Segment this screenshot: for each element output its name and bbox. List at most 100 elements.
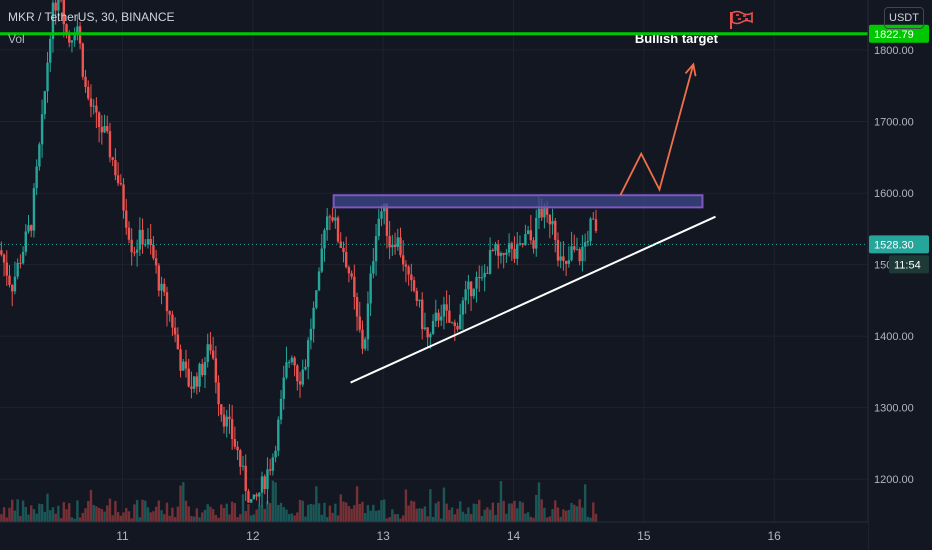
volume-bar bbox=[100, 508, 104, 522]
candle-body bbox=[589, 218, 592, 242]
volume-bar bbox=[423, 506, 427, 522]
volume-bar bbox=[312, 504, 315, 522]
candle-body bbox=[336, 217, 340, 242]
projection-path[interactable] bbox=[619, 64, 695, 196]
candle-body bbox=[76, 26, 79, 36]
candle-body bbox=[116, 175, 120, 184]
candle-body bbox=[312, 307, 315, 329]
candle-body bbox=[309, 328, 313, 341]
volume-bar bbox=[363, 513, 367, 522]
annotations[interactable]: Bullish target bbox=[0, 31, 868, 384]
volume-bar bbox=[73, 518, 76, 522]
volume-bar bbox=[106, 505, 109, 522]
volume-bar bbox=[325, 517, 329, 522]
candle-body bbox=[21, 251, 25, 264]
candle-body bbox=[505, 252, 508, 255]
candle-body bbox=[5, 262, 8, 276]
volume-bar bbox=[201, 512, 204, 522]
candle-body bbox=[271, 457, 275, 471]
volume-bar bbox=[377, 510, 380, 522]
volume-bar bbox=[328, 505, 332, 522]
volume-bar bbox=[13, 510, 17, 522]
volume-bar bbox=[92, 504, 95, 522]
candle-body bbox=[537, 208, 541, 218]
volume-bar bbox=[532, 517, 535, 522]
volume-bar bbox=[456, 508, 459, 522]
projection-arrowhead[interactable] bbox=[684, 62, 697, 77]
candle-body bbox=[54, 2, 57, 11]
candle-body bbox=[260, 476, 264, 493]
candle-body bbox=[168, 311, 171, 315]
candle-body bbox=[491, 250, 495, 252]
volume-bar bbox=[380, 500, 383, 522]
volume-bar bbox=[19, 515, 22, 522]
volume-bar bbox=[217, 517, 220, 522]
candle-body bbox=[206, 344, 209, 362]
volume-bar bbox=[437, 501, 440, 522]
volume-bar bbox=[586, 516, 590, 522]
candle-body bbox=[497, 244, 500, 256]
candle-body bbox=[366, 303, 370, 340]
candle-body bbox=[241, 465, 245, 467]
candle-body bbox=[567, 260, 571, 264]
candle-body bbox=[87, 86, 90, 99]
volume-bar bbox=[418, 508, 421, 522]
volume-bar bbox=[399, 518, 402, 522]
bar-countdown: 11:54 bbox=[894, 259, 921, 271]
supply-zone-box[interactable] bbox=[332, 194, 704, 209]
candle-body bbox=[526, 230, 530, 235]
candle-body bbox=[410, 274, 413, 281]
volume-bar bbox=[361, 501, 364, 522]
candle-body bbox=[513, 248, 516, 259]
candle-body bbox=[35, 166, 38, 189]
price-tick-label: 1800.00 bbox=[874, 45, 914, 57]
volume-bar bbox=[192, 516, 196, 522]
volume-bar bbox=[589, 517, 592, 522]
price-axis-bg bbox=[868, 0, 932, 550]
volume-bar bbox=[0, 514, 3, 522]
candle-body bbox=[51, 2, 55, 40]
volume-bar bbox=[344, 502, 348, 522]
volume-bar bbox=[556, 507, 560, 522]
volume-bar bbox=[76, 500, 79, 522]
volume-bar bbox=[62, 502, 66, 522]
candle-body bbox=[233, 439, 237, 447]
price-tick-label: 1200.00 bbox=[874, 474, 914, 486]
volume-bar bbox=[258, 504, 261, 522]
candle-body bbox=[0, 250, 3, 255]
candle-body bbox=[40, 114, 44, 145]
currency-button[interactable]: USDT bbox=[884, 7, 924, 29]
volume-bar bbox=[431, 516, 435, 522]
candle-body bbox=[361, 329, 364, 349]
volume-bar bbox=[393, 514, 397, 522]
candle-body bbox=[217, 382, 220, 405]
candle-body bbox=[548, 214, 552, 225]
volume-bar bbox=[57, 505, 60, 522]
candle-body bbox=[274, 450, 277, 458]
volume-bar bbox=[342, 501, 345, 522]
candle-body bbox=[230, 419, 234, 440]
volume-bar bbox=[249, 515, 253, 522]
candle-body bbox=[100, 127, 104, 133]
candle-body bbox=[434, 312, 437, 321]
volume-bar bbox=[81, 512, 85, 522]
price-axis[interactable]: 1200.001300.001400.001500.001600.001700.… bbox=[867, 0, 932, 550]
flag-icon[interactable] bbox=[728, 10, 754, 30]
candle-body bbox=[62, 0, 66, 25]
candle-body bbox=[46, 62, 49, 92]
ascending-trendline[interactable] bbox=[350, 215, 716, 384]
time-axis[interactable]: 11 12 13 14 15 16 bbox=[0, 521, 868, 550]
volume-bar bbox=[499, 481, 503, 522]
volume-bar bbox=[404, 489, 408, 522]
candle-body bbox=[225, 416, 228, 427]
candle-body bbox=[192, 376, 196, 389]
volume-bar bbox=[507, 503, 511, 522]
volume-bar bbox=[369, 510, 372, 522]
candle-body bbox=[279, 398, 283, 420]
volume-bar bbox=[339, 494, 342, 522]
volume-bar bbox=[559, 516, 562, 522]
volume-bar bbox=[103, 511, 106, 522]
candle-body bbox=[195, 376, 199, 387]
candle-body bbox=[448, 310, 451, 323]
